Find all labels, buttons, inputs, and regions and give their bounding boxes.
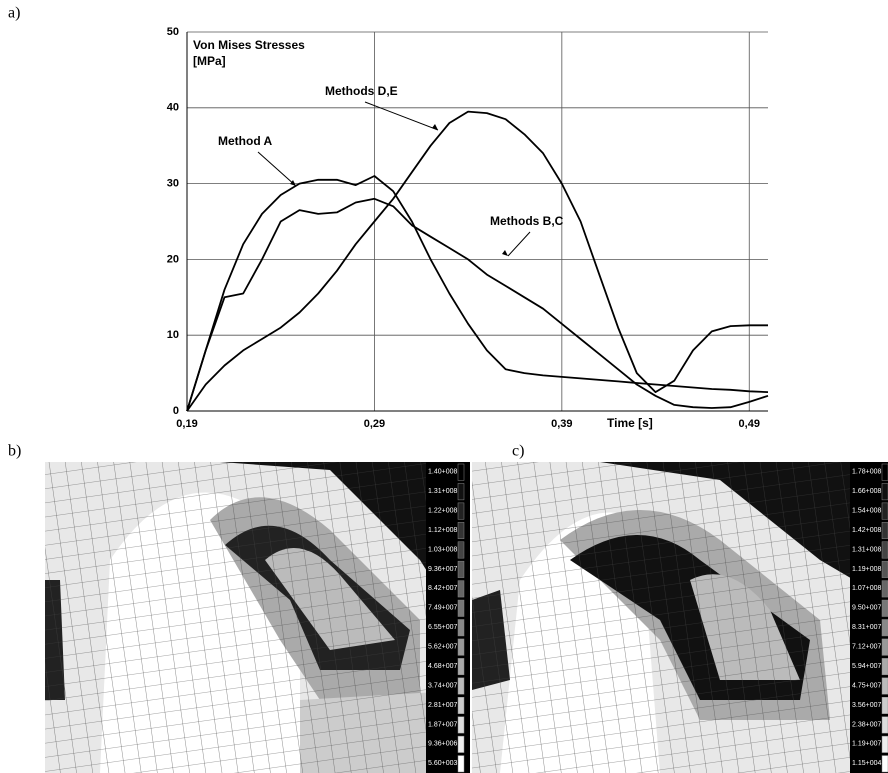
colorbar-label: 1.54+008 — [852, 507, 881, 514]
y-tick-label: 50 — [167, 26, 179, 38]
colorbar-label: 1.03+008 — [428, 546, 457, 553]
colorbar-swatch — [882, 736, 888, 752]
series-line — [187, 112, 768, 411]
colorbar-label: 7.12+007 — [852, 644, 881, 651]
colorbar-swatch — [458, 717, 464, 733]
colorbar-swatch — [882, 483, 888, 499]
fem-image-b — [45, 462, 470, 773]
series-label: Methods B,C — [490, 214, 564, 228]
series-line — [187, 199, 768, 411]
annotation-arrow — [365, 102, 438, 130]
colorbar-label: 6.55+007 — [428, 624, 457, 631]
colorbar-swatch — [882, 717, 888, 733]
colorbar-label: 3.56+007 — [852, 702, 881, 709]
series-label: Methods D,E — [325, 84, 398, 98]
colorbar-label: 8.31+007 — [852, 624, 881, 631]
colorbar-swatch — [458, 542, 464, 558]
colorbar-swatch — [458, 736, 464, 752]
colorbar-label: 1.19+007 — [852, 741, 881, 748]
x-tick-label: 0,19 — [176, 418, 197, 430]
series-line — [187, 176, 768, 411]
colorbar-label: 1.66+008 — [852, 488, 881, 495]
colorbar-swatch — [882, 503, 888, 519]
colorbar-label: 9.36+007 — [428, 566, 457, 573]
colorbar-label: 2.38+007 — [852, 721, 881, 728]
x-tick-label: 0,29 — [364, 418, 385, 430]
colorbar-swatch — [882, 581, 888, 597]
colorbar-swatch — [458, 581, 464, 597]
y-tick-label: 30 — [167, 178, 179, 190]
colorbar-swatch — [458, 600, 464, 616]
x-tick-label: 0,39 — [551, 418, 572, 430]
fem-image-c — [472, 462, 888, 773]
colorbar-swatch — [882, 658, 888, 674]
y-tick-label: 0 — [173, 405, 179, 417]
colorbar-swatch — [458, 620, 464, 636]
colorbar-swatch — [882, 697, 888, 713]
colorbar-swatch — [882, 756, 888, 772]
colorbar-label: 1.15+004 — [852, 760, 881, 767]
page: {"panel_labels": ["a)", "b)", "c)"], "ch… — [0, 0, 888, 773]
colorbar-swatch — [882, 542, 888, 558]
colorbar-swatch — [882, 678, 888, 694]
colorbar-label: 5.62+007 — [428, 644, 457, 651]
y-tick-label: 20 — [167, 253, 179, 265]
colorbar-swatch — [882, 600, 888, 616]
colorbar-swatch — [458, 756, 464, 772]
colorbar-swatch — [458, 464, 464, 480]
panel-label: a) — [8, 5, 20, 22]
colorbar-label: 5.94+007 — [852, 663, 881, 670]
colorbar-swatch — [882, 639, 888, 655]
y-unit: [MPa] — [193, 54, 226, 68]
colorbar-label: 1.22+008 — [428, 507, 457, 514]
colorbar-label: 1.42+008 — [852, 527, 881, 534]
colorbar-swatch — [458, 561, 464, 577]
chart-title: Von Mises Stresses — [193, 38, 305, 52]
colorbar-label: 1.31+008 — [428, 488, 457, 495]
colorbar-swatch — [458, 658, 464, 674]
colorbar-swatch — [882, 464, 888, 480]
y-tick-label: 40 — [167, 102, 179, 114]
colorbar-label: 5.60+003 — [428, 760, 457, 767]
series-label: Method A — [218, 134, 273, 148]
figure: a) b) c) Von Mises Stresses [MPa] Time [… — [0, 0, 888, 773]
colorbar-swatch — [458, 639, 464, 655]
annotation-arrow — [258, 152, 296, 186]
colorbar-label: 4.75+007 — [852, 682, 881, 689]
colorbar-label: 1.87+007 — [428, 721, 457, 728]
y-tick-label: 10 — [167, 329, 179, 341]
colorbar-label: 9.36+006 — [428, 741, 457, 748]
colorbar-swatch — [882, 620, 888, 636]
colorbar-swatch — [458, 697, 464, 713]
colorbar-label: 3.74+007 — [428, 682, 457, 689]
colorbar-label: 1.78+008 — [852, 469, 881, 476]
colorbar-label: 2.81+007 — [428, 702, 457, 709]
colorbar-swatch — [882, 561, 888, 577]
panel-label: b) — [8, 443, 21, 460]
annotation-arrow — [508, 232, 530, 256]
colorbar-label: 7.49+007 — [428, 605, 457, 612]
colorbar-label: 8.42+007 — [428, 585, 457, 592]
colorbar-swatch — [458, 503, 464, 519]
colorbar-label: 4.68+007 — [428, 663, 457, 670]
colorbar-swatch — [882, 522, 888, 538]
arrow-head — [502, 250, 508, 256]
colorbar-label: 1.12+008 — [428, 527, 457, 534]
colorbar-swatch — [458, 522, 464, 538]
colorbar-label: 1.19+008 — [852, 566, 881, 573]
x-axis-label: Time [s] — [607, 416, 653, 430]
panel-label: c) — [512, 443, 524, 460]
colorbar-label: 9.50+007 — [852, 605, 881, 612]
colorbar-label: 1.07+008 — [852, 585, 881, 592]
colorbar-label: 1.40+008 — [428, 469, 457, 476]
colorbar-label: 1.31+008 — [852, 546, 881, 553]
colorbar-swatch — [458, 678, 464, 694]
x-tick-label: 0,49 — [739, 418, 760, 430]
colorbar-swatch — [458, 483, 464, 499]
